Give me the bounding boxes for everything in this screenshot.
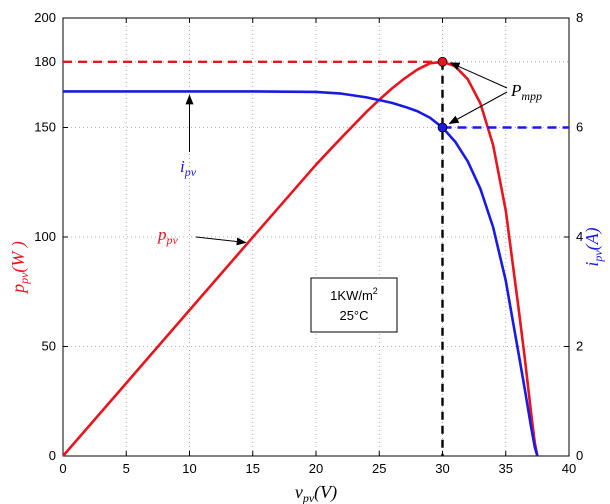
x-tick-label: 15 (246, 461, 260, 476)
ipv-annotation-main: i (180, 157, 185, 176)
x-axis-label: vpv(V) (295, 482, 337, 504)
right-y-tick-label: 0 (576, 448, 583, 463)
mpp-current-marker (437, 122, 448, 133)
current-curve (63, 90, 539, 457)
left-y-tick-label: 150 (34, 120, 56, 135)
condition-irradiance-main: 1KW/m (330, 288, 373, 303)
right-y-tick-label: 6 (576, 120, 583, 135)
ppv-arrow (195, 236, 247, 246)
left-axis-label-sub: pv (17, 272, 31, 285)
x-axis-label-unit: (V) (314, 482, 337, 503)
right-y-tick-label: 4 (576, 229, 583, 244)
x-tick-label: 30 (435, 461, 449, 476)
condition-irradiance-sup: 2 (373, 286, 378, 296)
ipv-annotation-sub: pv (184, 165, 197, 179)
pmpp-arrow-power (449, 62, 508, 89)
series-layer (62, 60, 539, 457)
mpp-layer (63, 56, 569, 456)
left-axis-label-unit: (W ) (8, 241, 29, 272)
condition-irradiance: 1KW/m2 (330, 286, 378, 303)
right-axis-label-unit: (A) (582, 227, 603, 250)
right-axis-label-sub: pv (591, 250, 605, 263)
x-tick-label: 40 (562, 461, 576, 476)
x-axis-label-main: v (295, 482, 303, 502)
left-y-tick-label: 50 (42, 339, 56, 354)
x-tick-label: 35 (499, 461, 513, 476)
grid (63, 18, 569, 456)
pmpp-arrow-current (448, 91, 508, 124)
right-axis-label-main: i (582, 262, 602, 267)
x-tick-label: 5 (123, 461, 130, 476)
x-tick-label: 20 (309, 461, 323, 476)
left-y-tick-label: 180 (34, 54, 56, 69)
pmpp-annotation-main: P (510, 81, 521, 100)
x-tick-label: 25 (372, 461, 386, 476)
ppv-annotation-main: p (157, 225, 167, 244)
pmpp-annotation-label: Pmpp (510, 81, 542, 103)
condition-temperature: 25°C (339, 308, 368, 323)
x-tick-label: 0 (59, 461, 66, 476)
mpp-power-marker (437, 56, 448, 67)
ppv-annotation-label: ppv (157, 225, 179, 247)
x-axis-label-sub: pv (302, 491, 315, 504)
left-axis-label: ppv(W ) (8, 241, 31, 295)
x-tick-label: 10 (182, 461, 196, 476)
annotation-layer (185, 62, 508, 246)
left-y-tick-label: 200 (34, 10, 56, 25)
left-axis-label-main: p (8, 284, 28, 295)
right-y-tick-label: 8 (576, 10, 583, 25)
pmpp-annotation-sub: mpp (521, 89, 542, 103)
left-y-tick-label: 0 (49, 448, 56, 463)
right-y-tick-label: 2 (576, 339, 583, 354)
right-axis-label: ipv(A) (582, 227, 605, 266)
left-y-tick-label: 100 (34, 229, 56, 244)
power-curve (62, 60, 539, 457)
ipv-annotation-label: ipv (180, 157, 197, 179)
ppv-annotation-sub: pv (166, 233, 179, 247)
condition-box (310, 277, 398, 333)
